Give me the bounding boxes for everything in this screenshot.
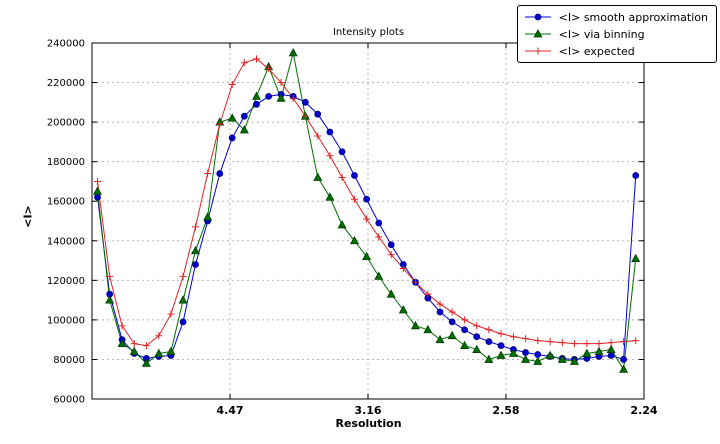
svg-text:100000: 100000 bbox=[47, 315, 85, 326]
legend-marker-plus-icon bbox=[524, 47, 551, 55]
svg-text:240000: 240000 bbox=[47, 39, 85, 50]
chart-title: Intensity plots bbox=[332, 27, 405, 38]
svg-text:2.58: 2.58 bbox=[492, 404, 519, 417]
svg-text:80000: 80000 bbox=[53, 355, 85, 366]
svg-text:3.16: 3.16 bbox=[354, 404, 381, 417]
legend-item-via-binning: <I> via binning bbox=[523, 26, 708, 42]
y-axis-label: <I> bbox=[21, 205, 35, 228]
legend-label: <I> expected bbox=[558, 44, 635, 58]
svg-text:160000: 160000 bbox=[47, 197, 85, 208]
legend-label: <I> smooth approximation bbox=[558, 10, 708, 24]
legend-item-smooth-approximation: <I> smooth approximation bbox=[523, 9, 708, 25]
svg-text:2.24: 2.24 bbox=[630, 404, 657, 417]
x-axis-label: Resolution bbox=[335, 417, 402, 430]
legend-label: <I> via binning bbox=[558, 27, 645, 41]
legend-item-expected: <I> expected bbox=[523, 43, 708, 59]
svg-text:140000: 140000 bbox=[47, 236, 85, 247]
svg-text:200000: 200000 bbox=[47, 118, 85, 129]
legend-marker-circle-icon bbox=[524, 13, 551, 21]
legend-marker-triangle-icon bbox=[524, 29, 551, 38]
legend: <I> smooth approximation <I> via binning… bbox=[516, 5, 717, 63]
svg-text:220000: 220000 bbox=[47, 78, 85, 89]
svg-text:4.47: 4.47 bbox=[216, 404, 243, 417]
svg-text:120000: 120000 bbox=[47, 276, 85, 287]
svg-text:180000: 180000 bbox=[47, 157, 85, 168]
svg-text:60000: 60000 bbox=[53, 395, 85, 406]
